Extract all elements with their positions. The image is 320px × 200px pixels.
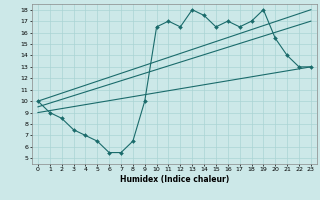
X-axis label: Humidex (Indice chaleur): Humidex (Indice chaleur)	[120, 175, 229, 184]
